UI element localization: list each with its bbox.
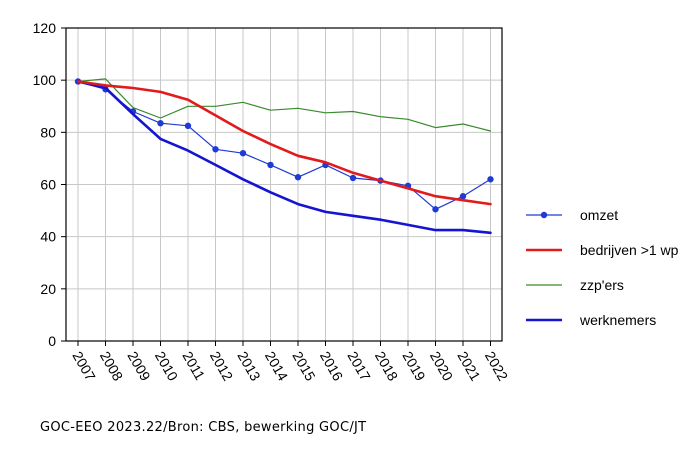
x-tick-label: 2017 <box>344 349 374 384</box>
source-note: GOC-EEO 2023.22/Bron: CBS, bewerking GOC… <box>40 420 367 435</box>
y-tick-label: 120 <box>33 20 57 36</box>
data-point <box>487 176 494 183</box>
x-tick-label: 2013 <box>234 349 264 384</box>
x-tick-label: 2014 <box>262 349 292 384</box>
data-point <box>294 173 302 181</box>
legend-marker <box>540 211 548 219</box>
legend-label: zzp'ers <box>580 277 624 293</box>
legend: omzet bedrijven >1 wp zzp'ers werknemers <box>526 207 679 328</box>
x-tick-label: 2022 <box>482 349 512 384</box>
y-axis-ticks: 0 20 40 60 80 100 120 <box>33 20 66 349</box>
legend-label: werknemers <box>579 312 656 328</box>
series-line-omzet <box>77 80 492 210</box>
x-tick-label: 2012 <box>207 349 237 384</box>
x-tick-label: 2016 <box>317 349 347 384</box>
x-tick-label: 2018 <box>372 349 402 384</box>
y-tick-label: 0 <box>48 333 56 349</box>
y-tick-label: 60 <box>40 177 56 193</box>
y-tick-label: 100 <box>33 72 57 88</box>
series-lines <box>74 78 494 235</box>
series-line-werknemers <box>76 80 492 235</box>
y-tick-label: 40 <box>40 229 56 245</box>
x-tick-label: 2008 <box>97 349 127 384</box>
x-tick-label: 2021 <box>454 349 484 384</box>
legend-label: omzet <box>580 207 618 223</box>
x-axis-ticks: 2007200820092010201120122013201420152016… <box>69 341 511 384</box>
x-tick-label: 2010 <box>152 349 182 384</box>
data-point <box>349 174 357 182</box>
x-tick-label: 2009 <box>124 349 154 384</box>
x-tick-label: 2007 <box>69 349 99 384</box>
data-point <box>267 161 274 169</box>
legend-label: bedrijven >1 wp <box>580 242 679 258</box>
x-tick-label: 2011 <box>179 349 208 383</box>
y-tick-label: 20 <box>40 281 56 297</box>
data-point <box>212 146 219 153</box>
x-tick-label: 2019 <box>399 349 429 384</box>
x-tick-label: 2015 <box>289 349 319 384</box>
y-tick-label: 80 <box>40 124 56 140</box>
data-point <box>184 122 192 130</box>
data-point <box>239 150 247 157</box>
x-tick-label: 2020 <box>427 349 457 384</box>
data-point <box>157 120 164 127</box>
series-line-bedrijven-1-wp <box>76 80 492 206</box>
series-line-zzp-ers <box>77 78 492 132</box>
data-point <box>459 193 467 200</box>
gridlines <box>66 27 502 342</box>
data-point <box>432 206 439 213</box>
